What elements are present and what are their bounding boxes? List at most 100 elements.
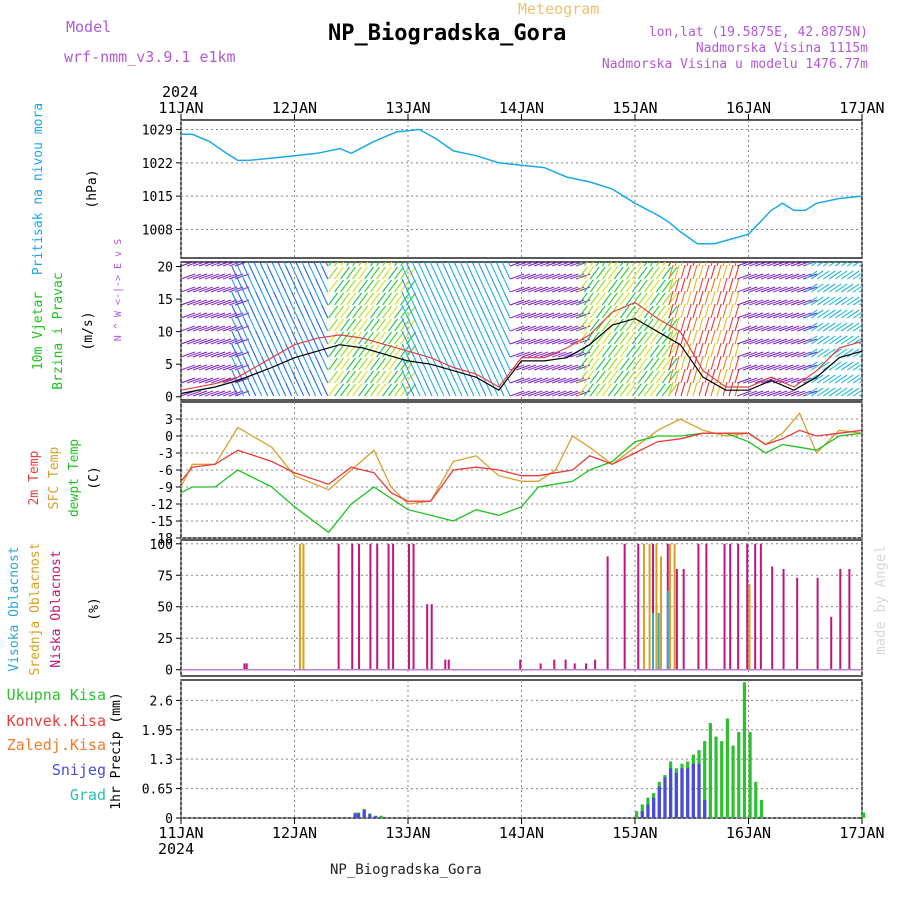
wind-barb — [186, 377, 202, 384]
wind-barb — [419, 278, 427, 293]
wind-barb — [321, 343, 329, 358]
wind-barb — [613, 262, 618, 267]
precip-bar — [703, 799, 707, 818]
wind-barb — [736, 364, 752, 371]
wind-barb — [577, 331, 588, 345]
wind-barb — [686, 329, 692, 345]
wind-barb — [649, 331, 660, 345]
wind-barb — [804, 322, 818, 332]
wind-barb — [692, 264, 698, 280]
wind-barb — [583, 262, 588, 267]
wind-barb — [589, 279, 600, 293]
ytick-label-pressure: 1022 — [142, 157, 173, 172]
wind-barb — [192, 377, 208, 384]
wind-barb — [321, 304, 329, 319]
wind-barb — [309, 317, 317, 332]
wind-barb — [716, 329, 722, 345]
wind-barb — [704, 316, 710, 332]
wind-barb — [216, 351, 232, 358]
wind-barb — [619, 305, 630, 319]
wind-barb — [796, 286, 812, 293]
wind-barb — [328, 370, 338, 384]
wind-barb — [551, 338, 567, 345]
wind-barb — [382, 279, 392, 293]
wind-barb — [810, 283, 824, 293]
temp-line-dewpt-temp — [180, 432, 863, 534]
wind-barb — [710, 355, 716, 371]
xtick-label-top: 11JAN — [158, 99, 203, 117]
ytick-label-temperature: -9 — [157, 481, 173, 496]
wind-barb — [340, 292, 350, 306]
wind-barb — [192, 299, 208, 306]
wind-barb — [796, 364, 812, 371]
wind-barb — [285, 317, 293, 332]
ytick-label-wind: 15 — [157, 293, 173, 308]
wind-barb — [358, 266, 368, 280]
wind-barb — [655, 370, 666, 384]
wind-barb — [577, 318, 588, 332]
wind-barb — [267, 330, 275, 345]
wind-barb — [443, 291, 451, 306]
wind-barb — [358, 383, 368, 397]
wind-barb — [334, 331, 344, 345]
wind-barb — [303, 317, 311, 332]
wind-barb — [285, 369, 293, 384]
wind-barb — [198, 299, 214, 306]
cloud-bar — [623, 543, 626, 670]
wind-barb — [261, 291, 269, 306]
cloud-bar — [245, 663, 248, 670]
wind-barb — [810, 296, 824, 306]
wind-barb — [328, 344, 338, 358]
wind-barb — [237, 291, 245, 306]
cloud-bar — [243, 663, 246, 670]
wind-barb — [778, 262, 792, 267]
cloud-bar — [444, 659, 447, 670]
wind-barb — [619, 262, 624, 267]
model-name: wrf-nmm_v3.9.1 e1km — [64, 48, 236, 66]
cloud-bar — [553, 659, 556, 670]
wind-barb — [243, 382, 251, 397]
wind-barb — [674, 303, 680, 319]
wind-barb — [710, 262, 713, 267]
wind-barb — [754, 286, 770, 293]
ylabel-cloud-unit: (%) — [87, 597, 102, 620]
wind-barb — [210, 325, 226, 332]
wind-barb — [601, 318, 612, 332]
wind-barb — [388, 318, 398, 332]
wind-barb — [479, 304, 487, 319]
wind-barb — [192, 325, 208, 332]
ytick-label-cloud: 100 — [150, 538, 173, 553]
chart-title: NP_Biogradska_Gora — [328, 21, 567, 46]
wind-barb — [607, 279, 618, 293]
wind-barb — [210, 364, 226, 371]
cloud-bar — [652, 613, 655, 670]
wind-barb — [237, 317, 245, 332]
wind-barb — [716, 316, 722, 332]
wind-barb — [613, 344, 624, 358]
wind-barb — [461, 291, 469, 306]
wind-barb — [243, 278, 251, 293]
wind-barb — [533, 364, 549, 371]
wind-barb — [485, 369, 493, 384]
wind-barb — [748, 312, 764, 319]
wind-barb — [352, 370, 362, 384]
wind-barb — [692, 277, 698, 293]
wind-barb — [255, 369, 263, 384]
wind-barb — [388, 370, 398, 384]
wind-barb — [545, 262, 559, 267]
wind-barb — [858, 393, 862, 397]
wind-barb — [760, 338, 776, 345]
wind-barb — [491, 382, 499, 397]
wind-barb — [285, 343, 293, 358]
wind-barb — [649, 292, 660, 306]
wind-barb — [279, 265, 287, 280]
wind-barb — [425, 317, 433, 332]
wind-barb — [822, 296, 836, 306]
wind-barb — [852, 324, 862, 332]
precip-bar — [748, 732, 752, 818]
wind-barb — [352, 331, 362, 345]
wind-barb — [364, 331, 374, 345]
wind-barb — [736, 299, 752, 306]
wind-barb — [210, 351, 226, 358]
wind-barb — [563, 338, 579, 345]
